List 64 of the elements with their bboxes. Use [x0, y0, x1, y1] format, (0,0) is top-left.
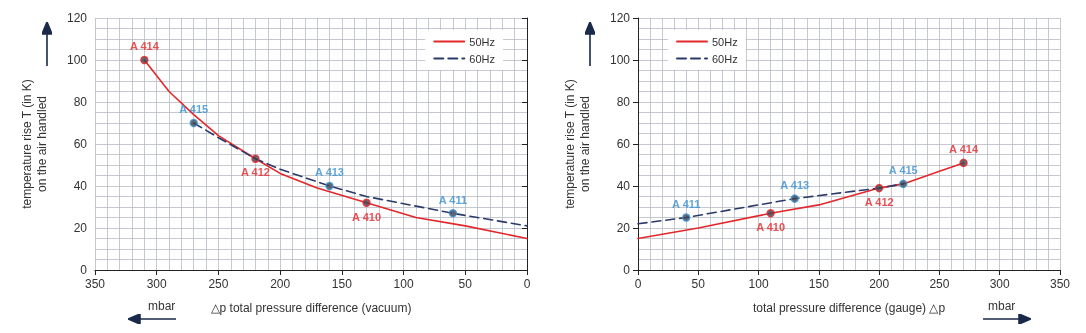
data-label: A 413 [315, 166, 344, 179]
x-tick-label: 250 [929, 277, 950, 291]
x-tick-label: 350 [84, 277, 106, 291]
y-tick-label: 0 [80, 263, 88, 277]
data-label: A 411 [438, 193, 468, 206]
point [766, 209, 775, 218]
point [325, 181, 334, 191]
point [362, 198, 371, 208]
y-axis-title: temperature rise T (in K) on the air handled [19, 79, 49, 209]
y-tick-label: 120 [609, 11, 631, 25]
y-tick-label: 20 [73, 221, 88, 235]
legend-label: 50Hz [712, 35, 738, 48]
x-tick-label: 50 [458, 277, 473, 291]
text: mbar [148, 299, 176, 313]
y-tick-label: 120 [66, 11, 88, 25]
x-axis-title: total pressure difference (gauge) △p [752, 301, 946, 315]
data-label: A 414 [949, 143, 979, 156]
point [874, 183, 884, 193]
y-tick-label: 80 [616, 95, 631, 109]
x-tick-label: 0 [523, 277, 531, 291]
y-tick-label: 80 [73, 95, 88, 109]
legend-label: 60Hz [712, 52, 738, 65]
legend-label: 50Hz [469, 35, 496, 48]
point [899, 179, 908, 189]
x-tick-label: 150 [331, 277, 353, 291]
data-label: A 410 [352, 210, 382, 223]
y-tick-label: 60 [616, 137, 631, 151]
x-tick-label: 300 [989, 277, 1011, 291]
x-tick-label: 100 [748, 277, 769, 291]
legend-label: 60Hz [469, 52, 496, 65]
data-label: A 414 [129, 40, 160, 53]
x-axis-title: △p total pressure difference (vacuum) [210, 301, 412, 315]
x-tick-label: 100 [393, 277, 414, 291]
point [251, 154, 260, 163]
y-tick-label: 20 [616, 221, 631, 235]
point [681, 213, 691, 222]
x-tick-label: 350 [1049, 277, 1071, 291]
y-axis-title: temperature rise T (in K) on the air handled [562, 79, 592, 209]
y-tick-label: 40 [616, 179, 631, 193]
data-label: A 412 [240, 166, 270, 179]
x-tick-label: 150 [808, 277, 830, 291]
x-tick-label: 0 [634, 277, 642, 291]
point [790, 194, 799, 203]
data-label: A 411 [672, 197, 701, 210]
y-tick-label: 100 [609, 53, 631, 67]
x-tick-label: 250 [208, 277, 229, 291]
point [189, 118, 198, 128]
data-label: A 413 [780, 178, 810, 191]
data-label: A 415 [179, 103, 209, 116]
data-label: A 410 [756, 221, 786, 234]
y-tick-label: 100 [66, 53, 88, 67]
y-tick-label: 60 [73, 137, 88, 151]
point [448, 209, 458, 218]
text: mbar [988, 299, 1016, 313]
point [140, 55, 149, 65]
data-label: A 412 [864, 195, 894, 208]
x-tick-label: 50 [691, 277, 706, 291]
y-tick-label: 0 [623, 263, 631, 277]
point [959, 158, 968, 168]
x-tick-label: 300 [146, 277, 168, 291]
data-label: A 415 [888, 164, 918, 177]
x-tick-label: 200 [270, 277, 291, 291]
x-tick-label: 200 [869, 277, 890, 291]
y-tick-label: 40 [73, 179, 88, 193]
